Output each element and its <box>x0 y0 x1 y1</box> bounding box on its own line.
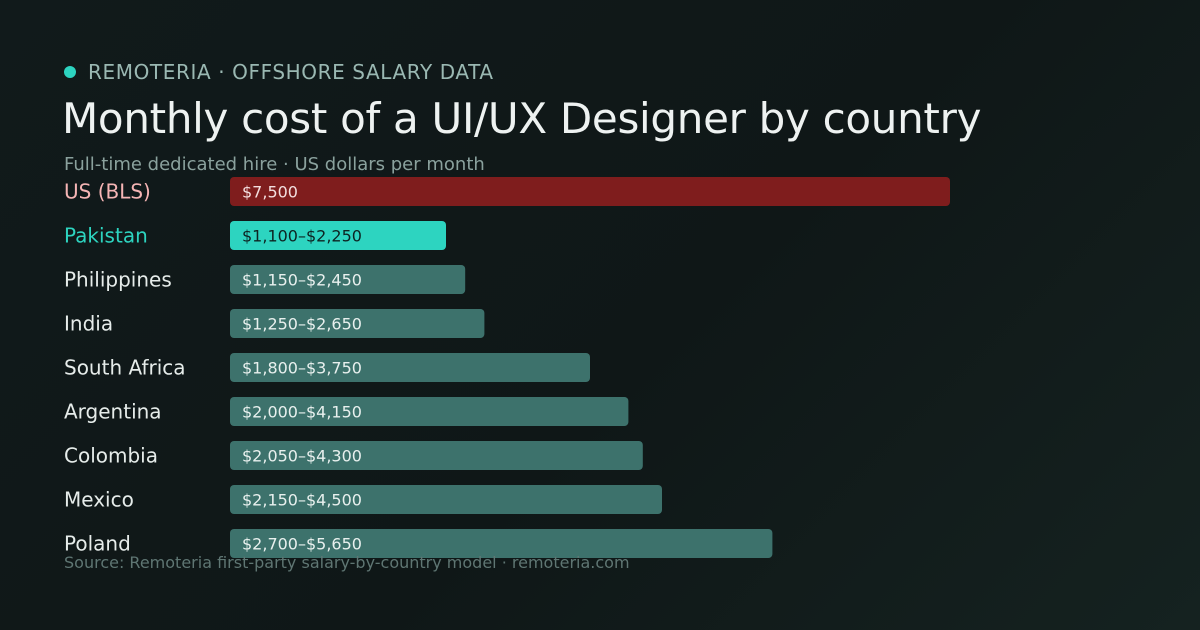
bars-layer: US (BLS) $7,500 Pakistan $1,100–$2,250 Phili… <box>64 177 950 558</box>
category-label: Mexico <box>64 488 134 512</box>
bar-row: Poland $2,700–$5,650 <box>64 529 773 558</box>
bar-row: Mexico $2,150–$4,500 <box>64 485 662 514</box>
bar <box>230 265 466 294</box>
brand-header: REMOTERIA · OFFSHORE SALARY DATA <box>64 60 494 84</box>
value-label: $2,050–$4,300 <box>242 447 362 466</box>
bar-row: Philippines $1,150–$2,450 <box>64 265 466 294</box>
value-label: $1,800–$3,750 <box>242 359 362 378</box>
bar <box>230 529 773 558</box>
value-label: $1,100–$2,250 <box>242 227 362 246</box>
bar <box>230 441 643 470</box>
bar <box>230 309 485 338</box>
category-label: South Africa <box>64 356 186 380</box>
category-label: Pakistan <box>64 224 148 248</box>
category-label: Colombia <box>64 444 158 468</box>
bar-row: South Africa $1,800–$3,750 <box>64 353 590 382</box>
value-label: $1,250–$2,650 <box>242 315 362 334</box>
bar <box>230 221 446 250</box>
source-note: Source: Remoteria first-party salary-by-… <box>64 553 630 572</box>
bar-row: India $1,250–$2,650 <box>64 309 485 338</box>
chart-subtitle: Full-time dedicated hire · US dollars pe… <box>64 154 485 175</box>
category-label: US (BLS) <box>64 180 151 204</box>
category-label: India <box>64 312 113 336</box>
bar <box>230 485 662 514</box>
brand-label: REMOTERIA · OFFSHORE SALARY DATA <box>88 60 494 84</box>
value-label: $2,000–$4,150 <box>242 403 362 422</box>
bar <box>230 397 629 426</box>
bar-row: US (BLS) $7,500 <box>64 177 950 206</box>
bar-row: Pakistan $1,100–$2,250 <box>64 221 446 250</box>
bar <box>230 353 590 382</box>
category-label: Argentina <box>64 400 162 424</box>
value-label: $7,500 <box>242 183 298 202</box>
value-label: $2,150–$4,500 <box>242 491 362 510</box>
bar-row: Argentina $2,000–$4,150 <box>64 397 629 426</box>
chart-title: Monthly cost of a UI/UX Designer by coun… <box>62 94 982 143</box>
category-label: Philippines <box>64 268 172 292</box>
value-label: $1,150–$2,450 <box>242 271 362 290</box>
brand-dot-icon <box>64 66 76 78</box>
bar <box>230 177 950 206</box>
value-label: $2,700–$5,650 <box>242 535 362 554</box>
bar-row: Colombia $2,050–$4,300 <box>64 441 643 470</box>
category-label: Poland <box>64 532 131 556</box>
